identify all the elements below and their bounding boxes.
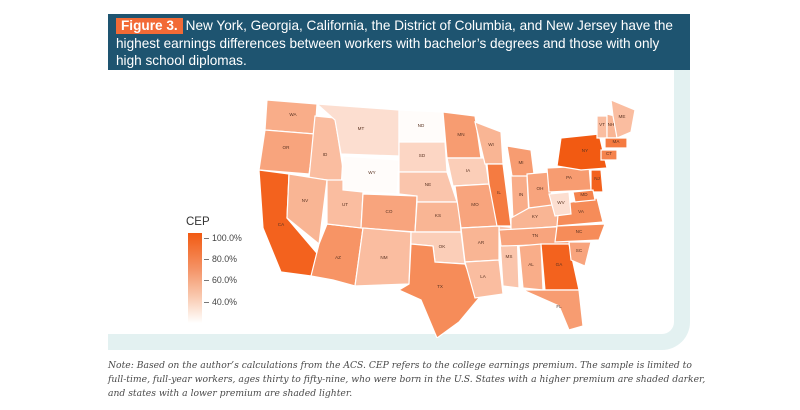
state-la [464, 259, 504, 299]
state-or [258, 129, 316, 175]
legend-tick-mark [204, 280, 209, 281]
state-label-sc: SC [576, 248, 583, 253]
state-ny [556, 133, 608, 171]
legend-label-80: 80.0% [212, 254, 237, 264]
figure-note: Note: Based on the author’s calculations… [108, 360, 706, 399]
state-vt [596, 115, 608, 139]
state-label-ma: MA [613, 139, 621, 144]
state-label-or: OR [283, 145, 291, 150]
state-label-tn: TN [532, 233, 538, 238]
state-label-nc: NC [576, 229, 583, 234]
figure-title: New York, Georgia, California, the Distr… [116, 18, 673, 68]
state-label-in: IN [519, 192, 524, 197]
state-label-wi: WI [488, 142, 494, 147]
state-wy [340, 155, 400, 195]
state-label-wa: WA [289, 112, 297, 117]
state-label-nd: ND [418, 123, 425, 128]
state-label-ia: IA [466, 168, 471, 173]
state-label-mi: MI [518, 160, 523, 165]
state-label-ca: CA [278, 222, 285, 227]
state-label-pa: PA [566, 175, 573, 180]
state-label-ms: MS [506, 254, 513, 259]
state-wa [264, 99, 318, 135]
state-label-wy: WY [368, 170, 375, 175]
state-label-ga: GA [556, 262, 564, 267]
state-nc [554, 223, 606, 243]
state-tx [397, 243, 480, 338]
state-label-mn: MN [457, 132, 464, 137]
state-label-fl: FL [556, 304, 562, 309]
state-label-nv: NV [302, 198, 309, 203]
state-label-il: IL [497, 190, 501, 195]
state-label-nj: NJ [594, 176, 600, 181]
state-nj [590, 169, 604, 193]
legend-label-100: 100.0% [212, 233, 242, 243]
legend: CEP 100.0% 80.0% 60.0% 40.0% [186, 216, 266, 326]
state-label-tx: TX [437, 284, 443, 289]
state-label-va: VA [578, 209, 585, 214]
state-sc [568, 241, 592, 267]
legend-tick-mark [204, 238, 209, 239]
legend-label-40: 40.0% [212, 297, 237, 307]
state-label-ut: UT [342, 202, 348, 207]
legend-title: CEP [186, 216, 210, 228]
state-ma [604, 137, 628, 149]
state-label-ky: KY [532, 214, 538, 219]
state-label-la: LA [480, 274, 487, 279]
state-label-wv: WV [557, 200, 565, 205]
state-label-ok: OK [439, 244, 447, 249]
state-ct [600, 149, 618, 161]
state-label-al: AL [528, 262, 534, 267]
state-ut [326, 179, 364, 229]
state-label-md: MD [580, 192, 588, 197]
state-label-ct: CT [606, 151, 612, 156]
state-label-ks: KS [435, 213, 441, 218]
legend-label-60: 60.0% [212, 275, 237, 285]
state-me [610, 99, 636, 139]
figure-frame [108, 70, 690, 350]
legend-color-bar [188, 233, 202, 323]
legend-tick-mark [204, 259, 209, 260]
us-choropleth-map: WA OR CA ID NV AZ MT WY UT CO NM ND SD NE KS OK TX MN IA MO… [185, 76, 655, 338]
state-label-nh: NH [608, 122, 615, 127]
state-wv [548, 191, 572, 217]
state-label-ar: AR [478, 240, 485, 245]
state-label-nm: NM [380, 255, 387, 260]
figure-header: Figure 3. New York, Georgia, California, … [108, 14, 690, 70]
state-mt [315, 103, 400, 157]
legend-tick-mark [204, 302, 209, 303]
state-label-me: ME [619, 114, 626, 119]
state-label-ne: NE [425, 182, 431, 187]
state-label-sd: SD [419, 153, 426, 158]
us-map-svg: WA OR CA ID NV AZ MT WY UT CO NM ND SD NE KS OK TX MN IA MO… [258, 99, 636, 338]
state-al [518, 243, 544, 291]
figure-label: Figure 3. [116, 18, 183, 34]
state-fl [522, 289, 584, 331]
state-label-vt: VT [599, 122, 605, 127]
state-label-az: AZ [335, 255, 341, 260]
state-label-ny: NY [582, 148, 588, 153]
state-md [572, 189, 596, 203]
state-label-oh: OH [537, 186, 544, 191]
state-label-id: ID [323, 152, 328, 157]
state-label-co: CO [386, 209, 393, 214]
state-label-mt: MT [358, 126, 365, 131]
state-label-mo: MO [471, 202, 479, 207]
